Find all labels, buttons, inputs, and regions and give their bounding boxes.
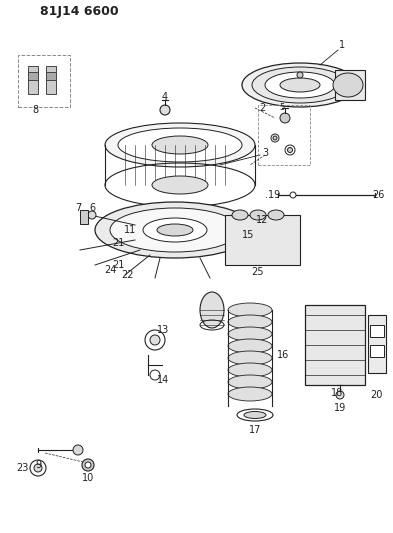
Bar <box>258 105 310 165</box>
Circle shape <box>73 445 83 455</box>
Text: .19: .19 <box>265 190 281 200</box>
Text: 22: 22 <box>122 270 134 280</box>
Ellipse shape <box>250 210 266 220</box>
Circle shape <box>30 460 46 476</box>
Text: 8: 8 <box>32 105 38 115</box>
Ellipse shape <box>252 67 348 103</box>
Text: 4: 4 <box>162 92 168 102</box>
Text: 26: 26 <box>372 190 384 200</box>
Bar <box>18 55 70 107</box>
Ellipse shape <box>152 136 208 154</box>
Circle shape <box>297 72 303 78</box>
Ellipse shape <box>105 123 255 167</box>
Text: 2: 2 <box>259 103 265 113</box>
Ellipse shape <box>237 409 273 421</box>
Ellipse shape <box>333 73 363 97</box>
Text: 12: 12 <box>256 215 268 225</box>
Ellipse shape <box>268 210 284 220</box>
Circle shape <box>150 370 160 380</box>
Text: 5: 5 <box>279 103 285 112</box>
Ellipse shape <box>280 78 320 92</box>
Text: 6: 6 <box>89 203 95 213</box>
Text: 20: 20 <box>370 390 382 400</box>
Circle shape <box>145 330 165 350</box>
Circle shape <box>273 136 277 140</box>
Bar <box>80 210 88 224</box>
Circle shape <box>280 113 290 123</box>
Text: 1: 1 <box>339 40 345 50</box>
Bar <box>46 66 56 94</box>
Text: 25: 25 <box>252 267 264 277</box>
Circle shape <box>160 105 170 115</box>
Ellipse shape <box>143 218 207 242</box>
Ellipse shape <box>95 202 255 258</box>
Text: 10: 10 <box>82 473 94 483</box>
Bar <box>335 70 365 100</box>
Circle shape <box>336 391 344 399</box>
Text: 14: 14 <box>157 375 169 385</box>
Text: 15: 15 <box>242 230 254 240</box>
Circle shape <box>88 211 96 219</box>
Text: 11: 11 <box>124 225 136 235</box>
Circle shape <box>34 464 42 472</box>
Text: 21: 21 <box>112 238 124 248</box>
Ellipse shape <box>232 210 248 220</box>
Circle shape <box>85 462 91 468</box>
Ellipse shape <box>118 128 242 162</box>
Ellipse shape <box>228 387 272 401</box>
Ellipse shape <box>152 176 208 194</box>
Text: 19: 19 <box>334 403 346 413</box>
Ellipse shape <box>265 72 335 98</box>
Text: 17: 17 <box>249 425 261 435</box>
Bar <box>46 72 56 80</box>
Circle shape <box>150 335 160 345</box>
Text: 3: 3 <box>262 148 268 158</box>
Bar <box>28 66 38 94</box>
Bar <box>225 215 300 265</box>
Ellipse shape <box>228 303 272 317</box>
Circle shape <box>285 145 295 155</box>
Circle shape <box>290 192 296 198</box>
Text: 81J14 6600: 81J14 6600 <box>40 5 119 19</box>
Ellipse shape <box>200 292 224 328</box>
Circle shape <box>82 459 94 471</box>
Ellipse shape <box>242 63 358 107</box>
Text: 13: 13 <box>157 325 169 335</box>
Bar <box>28 72 38 80</box>
Ellipse shape <box>228 327 272 341</box>
Ellipse shape <box>228 363 272 377</box>
Ellipse shape <box>110 208 240 252</box>
Ellipse shape <box>228 351 272 365</box>
Circle shape <box>271 134 279 142</box>
Circle shape <box>288 148 292 152</box>
Text: 9: 9 <box>35 460 41 470</box>
Text: 24: 24 <box>104 265 116 275</box>
Text: 7: 7 <box>75 203 81 213</box>
Ellipse shape <box>228 339 272 353</box>
Ellipse shape <box>157 224 193 236</box>
Text: 16: 16 <box>277 350 289 360</box>
Ellipse shape <box>228 375 272 389</box>
Text: 18: 18 <box>331 388 343 398</box>
Bar <box>368 315 386 373</box>
Text: 21: 21 <box>112 260 124 270</box>
Bar <box>370 345 384 357</box>
Text: 23: 23 <box>16 463 28 473</box>
Ellipse shape <box>228 315 272 329</box>
Bar <box>305 305 365 385</box>
Bar <box>370 325 384 337</box>
Ellipse shape <box>244 411 266 418</box>
